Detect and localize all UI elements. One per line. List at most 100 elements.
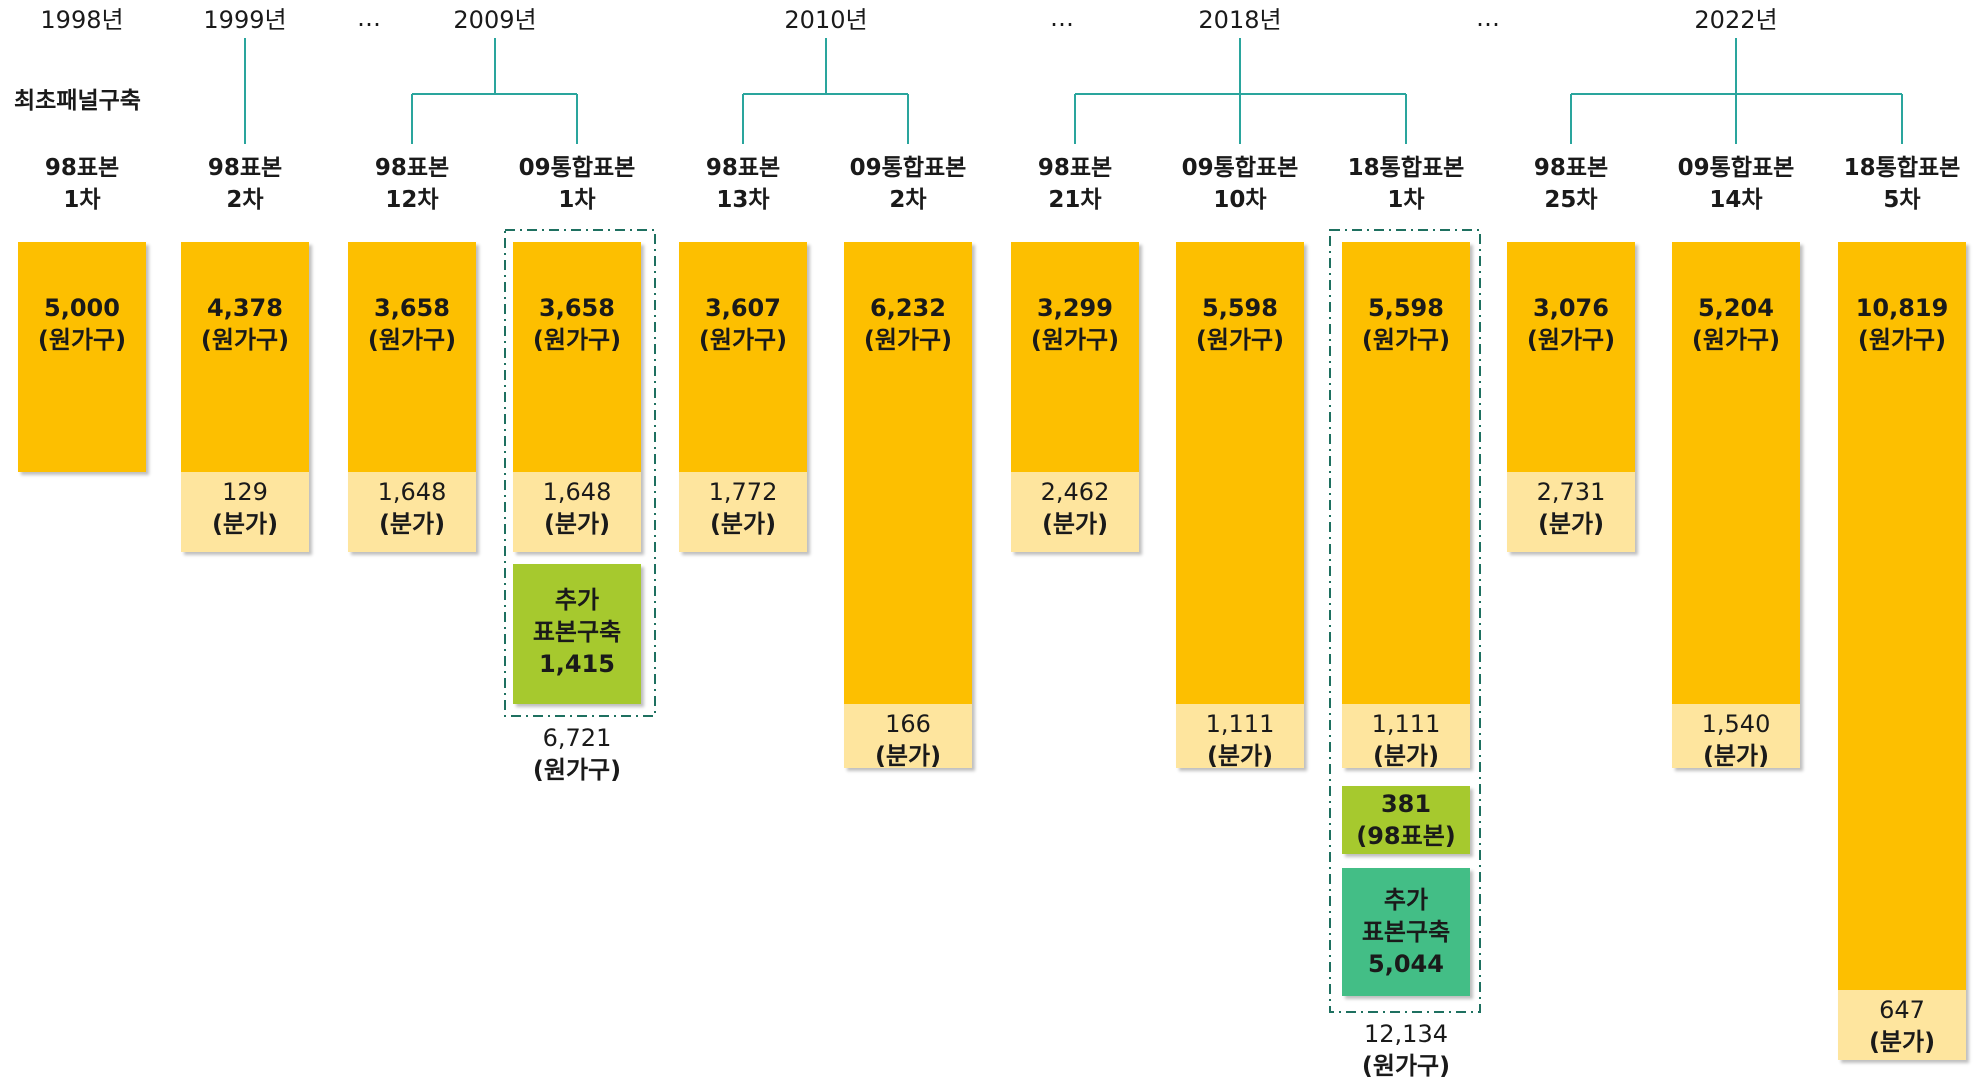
split-household-label: 1,648 (분가)	[348, 472, 476, 540]
ellipsis: …	[1476, 4, 1500, 32]
original-household-label: 3,658 (원가구)	[348, 292, 476, 356]
group-box-2018	[1329, 229, 1481, 1013]
household-bar: 4,378 (원가구) 129 (분가)	[181, 242, 309, 552]
total-2018-value: 12,134	[1364, 1020, 1448, 1048]
column-header: 98표본 13차	[663, 152, 823, 216]
extra-98-sample-2018: 381 (98표본)	[1342, 786, 1470, 854]
column-header: 98표본 25차	[1491, 152, 1651, 216]
split-household-value: 129	[222, 478, 268, 506]
column-header-wave: 1차	[558, 187, 596, 213]
extra-2009-line2: 표본구축	[532, 618, 622, 646]
column-header-wave: 25차	[1544, 187, 1598, 213]
split-household-unit: (분가)	[874, 742, 942, 770]
column-header: 98표본 12차	[332, 152, 492, 216]
household-bar: 3,299 (원가구) 2,462 (분가)	[1011, 242, 1139, 552]
household-bar: 5,000 (원가구)	[18, 242, 146, 472]
column-header-sample: 98표본	[705, 155, 781, 181]
original-household-unit: (원가구)	[1857, 326, 1947, 354]
split-household-unit: (분가)	[1702, 742, 1770, 770]
column-header: 98표본 21차	[995, 152, 1155, 216]
household-bar: 3,607 (원가구) 1,772 (분가)	[679, 242, 807, 552]
household-bar: 5,598 (원가구) 1,111 (분가)	[1342, 242, 1470, 770]
original-household-label: 3,607 (원가구)	[679, 292, 807, 356]
initial-panel-label: 최초패널구축	[14, 88, 141, 114]
extra-2018-98-unit: (98표본)	[1356, 822, 1456, 850]
original-household-label: 5,598 (원가구)	[1342, 292, 1470, 356]
original-household-value: 3,299	[1037, 294, 1113, 322]
column-header: 09통합표본 1차	[497, 152, 657, 216]
original-household-unit: (원가구)	[37, 326, 127, 354]
extra-2018-value: 5,044	[1368, 950, 1444, 978]
ellipsis: …	[357, 4, 381, 32]
split-household-unit: (분가)	[1372, 742, 1440, 770]
original-household-value: 5,000	[44, 294, 120, 322]
original-household-value: 3,658	[374, 294, 450, 322]
column-header-wave: 14차	[1709, 187, 1763, 213]
column-header-wave: 12차	[385, 187, 439, 213]
split-household-unit: (분가)	[211, 510, 279, 538]
ellipsis: …	[1050, 4, 1074, 32]
column-header-sample: 18통합표본	[1843, 155, 1961, 181]
column-header-sample: 09통합표본	[1677, 155, 1795, 181]
split-household-segment: 166 (분가)	[844, 704, 972, 770]
original-household-unit: (원가구)	[698, 326, 788, 354]
column-header-sample: 98표본	[374, 155, 450, 181]
column-header: 18통합표본 5차	[1822, 152, 1974, 216]
split-household-segment: 1,111 (분가)	[1176, 704, 1304, 770]
column-header-wave: 21차	[1048, 187, 1102, 213]
extra-2018-98-value: 381	[1380, 790, 1432, 818]
extra-2018-line1: 추가	[1383, 886, 1429, 914]
split-household-value: 166	[885, 710, 931, 738]
original-household-label: 10,819 (원가구)	[1838, 292, 1966, 356]
household-bar: 3,658 (원가구) 1,648 (분가)	[348, 242, 476, 552]
split-household-unit: (분가)	[1537, 510, 1605, 538]
column-header-wave: 5차	[1883, 187, 1921, 213]
split-household-unit: (분가)	[1868, 1028, 1936, 1056]
split-household-label: 1,111 (분가)	[1176, 704, 1304, 772]
extra-2018-line2: 표본구축	[1361, 918, 1451, 946]
original-household-unit: (원가구)	[200, 326, 290, 354]
split-household-value: 1,648	[542, 478, 612, 506]
column-header-wave: 13차	[716, 187, 770, 213]
column-header-sample: 09통합표본	[849, 155, 967, 181]
original-household-value: 4,378	[207, 294, 283, 322]
split-household-unit: (분가)	[543, 510, 611, 538]
original-household-value: 10,819	[1855, 294, 1949, 322]
column-header: 09통합표본 2차	[828, 152, 988, 216]
household-bar: 3,658 (원가구) 1,648 (분가)	[513, 242, 641, 552]
split-household-unit: (분가)	[1041, 510, 1109, 538]
split-household-segment: 2,731 (분가)	[1507, 472, 1635, 552]
split-household-label: 1,772 (분가)	[679, 472, 807, 540]
year-label-2009: 2009년	[453, 6, 537, 34]
original-household-unit: (원가구)	[1691, 326, 1781, 354]
split-household-label: 1,111 (분가)	[1342, 704, 1470, 772]
column-header-sample: 09통합표본	[518, 155, 636, 181]
split-household-segment: 647 (분가)	[1838, 990, 1966, 1060]
extra-2009-value: 1,415	[539, 650, 615, 678]
year-label-1998: 1998년	[40, 6, 124, 34]
total-2009-unit: (원가구)	[532, 756, 622, 784]
split-household-label: 1,648 (분가)	[513, 472, 641, 540]
year-label-1999: 1999년	[203, 6, 287, 34]
original-household-unit: (원가구)	[1030, 326, 1120, 354]
column-header-sample: 09통합표본	[1181, 155, 1299, 181]
split-household-label: 2,462 (분가)	[1011, 472, 1139, 540]
column-header-sample: 98표본	[207, 155, 283, 181]
extra-sample-2018: 추가 표본구축 5,044	[1342, 868, 1470, 996]
household-bar: 5,204 (원가구) 1,540 (분가)	[1672, 242, 1800, 770]
split-household-segment: 1,648 (분가)	[348, 472, 476, 552]
split-household-value: 647	[1879, 996, 1925, 1024]
group-box-2009	[504, 229, 656, 717]
total-2009-value: 6,721	[542, 724, 612, 752]
original-household-unit: (원가구)	[863, 326, 953, 354]
column-header: 98표본 1차	[2, 152, 162, 216]
column-header-wave: 1차	[1387, 187, 1425, 213]
split-household-label: 129 (분가)	[181, 472, 309, 540]
split-household-label: 2,731 (분가)	[1507, 472, 1635, 540]
column-header-wave: 2차	[226, 187, 264, 213]
column-header-sample: 98표본	[1533, 155, 1609, 181]
split-household-segment: 1,772 (분가)	[679, 472, 807, 552]
original-household-value: 5,598	[1202, 294, 1278, 322]
original-household-value: 3,658	[539, 294, 615, 322]
